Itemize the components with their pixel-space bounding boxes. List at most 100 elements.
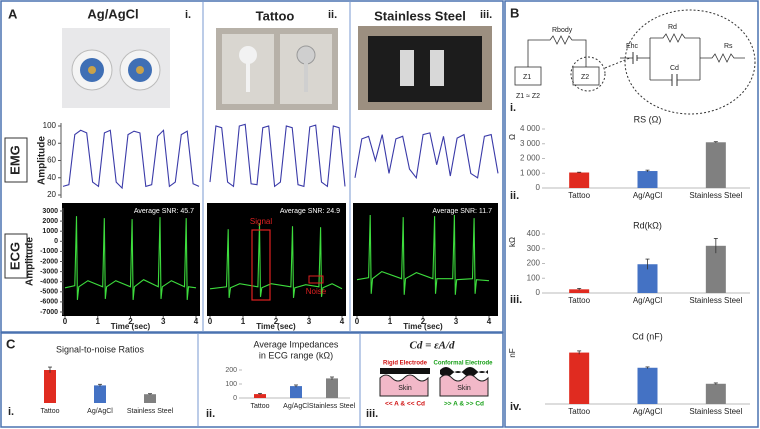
error-bar xyxy=(48,366,52,373)
bar xyxy=(705,142,726,188)
y-tick-label: 1 000 xyxy=(520,168,541,177)
circuit-label: Ehc xyxy=(626,43,639,50)
annotation: Signal xyxy=(250,217,272,226)
signal-label: EMG xyxy=(7,145,22,175)
bar xyxy=(569,289,590,293)
circuit-label: Cd xyxy=(670,65,679,72)
data-line xyxy=(64,216,197,300)
y-tick-label: 4 000 xyxy=(520,124,541,133)
y-tick-label: 200 xyxy=(225,367,237,374)
bar xyxy=(637,264,658,293)
x-axis-label: Time (sec) xyxy=(256,322,296,331)
chart-title: Rd(kΩ) xyxy=(633,220,662,230)
error-bar xyxy=(148,393,152,395)
y-axis-label: Ω xyxy=(508,134,517,140)
chart-subtitle: in ECG range (kΩ) xyxy=(259,350,333,360)
x-tick-label: Ag/AgCl xyxy=(87,408,113,415)
y-tick-label: 80 xyxy=(47,138,56,147)
error-bar xyxy=(645,169,650,172)
column-title: Tattoo xyxy=(256,8,295,23)
x-tick-label: 3 xyxy=(454,317,459,326)
y-tick-label: 400 xyxy=(527,229,541,238)
chart-title: RS (Ω) xyxy=(634,114,662,124)
error-bar xyxy=(645,258,650,270)
numeral: iii. xyxy=(366,408,378,420)
y-tick-label: 100 xyxy=(225,381,237,388)
x-tick-label: 3 xyxy=(307,317,312,326)
column-title: Stainless Steel xyxy=(374,8,466,23)
y-tick-label: 0 xyxy=(233,395,237,402)
y-tick-label: 3000 xyxy=(42,208,58,215)
y-tick-label: 100 xyxy=(43,121,57,130)
x-tick-label: Tattoo xyxy=(40,408,59,415)
skin-label: Skin xyxy=(398,385,412,392)
y-tick-label: 3 000 xyxy=(520,139,541,148)
chart-title: Signal-to-noise Ratios xyxy=(56,344,145,354)
panel-label: C xyxy=(6,336,16,351)
x-tick-label: 4 xyxy=(340,317,345,326)
error-bar xyxy=(577,171,582,173)
x-tick-label: 1 xyxy=(96,317,101,326)
data-line xyxy=(209,123,346,188)
bar xyxy=(94,385,106,403)
error-bar xyxy=(713,238,718,254)
y-tick-label: 0 xyxy=(54,238,58,245)
label-box xyxy=(4,137,28,183)
electrode-label: Conformal Electrode xyxy=(433,361,493,367)
panel-label: A xyxy=(8,6,18,21)
bar xyxy=(705,245,726,293)
bar xyxy=(144,394,156,403)
x-axis-label: Time (sec) xyxy=(403,322,443,331)
skin-label: Skin xyxy=(457,385,471,392)
signal-label: ECG xyxy=(7,242,22,270)
x-tick-label: Ag/AgCl xyxy=(633,191,663,200)
x-tick-label: 3 xyxy=(161,317,166,326)
panel-frame xyxy=(0,0,504,333)
numeral: iii. xyxy=(480,9,492,21)
y-axis-label: kΩ xyxy=(508,237,517,247)
photo xyxy=(62,28,170,108)
y-tick-label: 2 000 xyxy=(520,154,541,163)
numeral: i. xyxy=(185,9,191,21)
label-box xyxy=(4,233,28,279)
x-tick-label: 0 xyxy=(63,317,68,326)
charts: 20406080100Amplitude3000200010000-1000-2… xyxy=(25,114,750,416)
y-axis-label: nF xyxy=(508,348,517,357)
y-tick-label: 1000 xyxy=(42,228,58,235)
error-bar xyxy=(713,382,718,385)
bar xyxy=(569,352,590,404)
signal-box xyxy=(251,229,271,301)
column-title: Ag/AgCl xyxy=(87,6,138,21)
chart-title: Average Impedances xyxy=(254,339,339,349)
x-tick-label: Stainless Steel xyxy=(127,408,174,415)
x-tick-label: 2 xyxy=(128,317,133,326)
error-bar xyxy=(294,384,298,388)
plot-background xyxy=(207,203,346,316)
numeral: ii. xyxy=(328,9,337,21)
x-tick-label: Tattoo xyxy=(250,403,269,410)
circuit-label: Rs xyxy=(724,43,733,50)
x-tick-label: Stainless Steel xyxy=(689,191,742,200)
x-tick-label: 0 xyxy=(208,317,213,326)
y-tick-label: -3000 xyxy=(40,268,58,275)
formula: Cd = εA/d xyxy=(409,340,455,352)
error-bar xyxy=(577,288,582,291)
numeral: ii. xyxy=(206,408,215,420)
y-tick-label: -2000 xyxy=(40,258,58,265)
y-tick-label: -6000 xyxy=(40,299,58,306)
annotation: Average SNR: 11.7 xyxy=(432,208,492,215)
error-bar xyxy=(645,366,650,369)
x-tick-label: Tattoo xyxy=(568,407,590,416)
electrode-diagram xyxy=(379,367,489,397)
bar xyxy=(254,394,266,398)
chart-title: Cd (nF) xyxy=(632,331,663,341)
error-bar xyxy=(98,383,102,387)
x-tick-label: Ag/AgCl xyxy=(633,407,663,416)
bar xyxy=(637,367,658,404)
x-tick-label: 2 xyxy=(421,317,426,326)
x-tick-label: Stainless Steel xyxy=(309,403,356,410)
numeral: iv. xyxy=(510,401,521,413)
error-bar xyxy=(258,392,262,395)
x-tick-label: Ag/AgCl xyxy=(633,296,663,305)
